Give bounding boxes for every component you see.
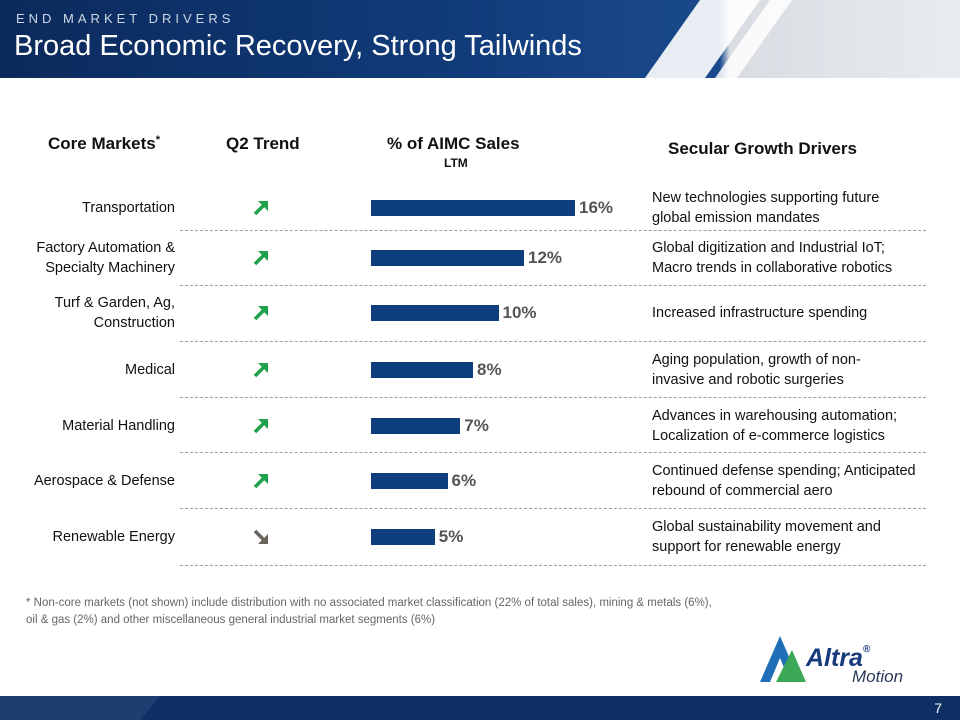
growth-driver: Continued defense spending; Anticipated r… [652, 461, 952, 501]
market-label: Material Handling [5, 416, 175, 436]
sales-pct-label: 7% [464, 416, 489, 435]
market-label-line: Renewable Energy [52, 529, 175, 545]
growth-driver-line: Continued defense spending; Anticipated [652, 463, 916, 479]
growth-driver: Global digitization and Industrial IoT; M… [652, 238, 952, 278]
trend-up-arrow-icon [253, 474, 268, 489]
growth-driver: Global sustainability movement and suppor… [652, 517, 952, 557]
logo-sub: Motion [852, 667, 904, 686]
market-label-line: Construction [93, 315, 175, 331]
market-label: Medical [5, 360, 175, 380]
col-drivers: Secular Growth Drivers [668, 139, 857, 158]
section-kicker: END MARKET DRIVERS [16, 11, 235, 26]
logo-wordmark: Altra® [806, 644, 870, 673]
sales-pct-label: 6% [451, 471, 477, 490]
row-divider [180, 565, 926, 566]
sales-bar [371, 473, 448, 489]
sales-pct-label: 10% [502, 303, 537, 322]
altra-logo-mark [760, 636, 806, 682]
growth-driver-line: Increased infrastructure spending [652, 305, 868, 321]
trend-up-arrow-icon [253, 363, 268, 378]
market-label-line: Transportation [82, 200, 175, 216]
growth-driver-line: Advances in warehousing automation; [652, 408, 898, 424]
row-divider [180, 285, 926, 286]
growth-driver: Advances in warehousing automation; Local… [652, 406, 952, 446]
footnote: * Non-core markets (not shown) include d… [26, 595, 712, 629]
market-label-line: Medical [125, 362, 175, 378]
row-divider [180, 230, 926, 231]
growth-driver-line: New technologies supporting future [652, 190, 880, 206]
col-sales-sub: LTM [444, 156, 468, 170]
logo-name: Altra [806, 644, 863, 672]
growth-driver-line: Global digitization and Industrial IoT; [652, 240, 885, 256]
sales-bar [371, 418, 461, 434]
row-divider [180, 397, 926, 398]
sales-pct-label: 5% [438, 527, 464, 546]
trend-down-arrow-icon [253, 529, 268, 544]
market-label-line: Material Handling [62, 418, 175, 434]
growth-driver: Increased infrastructure spending [652, 303, 952, 323]
market-label-line: Turf & Garden, Ag, [54, 295, 175, 311]
growth-driver-line: invasive and robotic surgeries [652, 372, 844, 388]
growth-driver-line: rebound of commercial aero [652, 483, 833, 499]
trend-up-arrow-icon [253, 251, 268, 266]
col-core-markets-label: Core Markets [48, 134, 156, 153]
sales-bar [371, 305, 499, 321]
sales-pct-label: 12% [528, 248, 563, 267]
market-label-line: Specialty Machinery [45, 260, 175, 276]
market-label-line: Factory Automation & [36, 240, 175, 256]
footnote-line: oil & gas (2%) and other miscellaneous g… [26, 614, 436, 626]
col-sales: % of AIMC Sales [387, 134, 520, 153]
row-divider [180, 452, 926, 453]
footer-bar [0, 696, 960, 720]
growth-driver-line: Localization of e-commerce logistics [652, 428, 885, 444]
trend-up-arrow-icon [253, 419, 268, 434]
market-label: Aerospace & Defense [5, 471, 175, 491]
header-banner: END MARKET DRIVERS Broad Economic Recove… [0, 0, 960, 78]
header-stripes [645, 0, 792, 78]
sales-pct-label: 8% [477, 360, 502, 379]
market-label: Renewable Energy [5, 527, 175, 547]
market-label: Turf & Garden, Ag, Construction [5, 293, 175, 333]
growth-driver-line: global emission mandates [652, 210, 820, 226]
logo-registered: ® [862, 644, 871, 655]
market-label-line: Aerospace & Defense [33, 473, 175, 489]
growth-driver-line: support for renewable energy [652, 539, 841, 555]
col-core-markets-mark: * [155, 134, 160, 146]
col-core-markets: Core Markets* [48, 134, 160, 154]
growth-driver: Aging population, growth of non-invasive… [652, 350, 952, 390]
page-number: 7 [934, 700, 942, 716]
sales-bar [371, 529, 435, 545]
sales-bar [371, 362, 473, 378]
market-label: Factory Automation & Specialty Machinery [5, 238, 175, 278]
market-label: Transportation [5, 198, 175, 218]
growth-driver-line: Macro trends in collaborative robotics [652, 260, 893, 276]
growth-driver-line: Global sustainability movement and [652, 519, 881, 535]
sales-bar [371, 250, 524, 266]
trend-up-arrow-icon [253, 306, 268, 321]
row-divider [180, 508, 926, 509]
growth-driver: New technologies supporting future global… [652, 188, 952, 228]
footnote-line: * Non-core markets (not shown) include d… [26, 597, 712, 609]
row-divider [180, 341, 926, 342]
sales-bar [371, 200, 575, 216]
growth-driver-line: Aging population, growth of non- [652, 352, 861, 368]
col-q2-trend: Q2 Trend [226, 134, 300, 153]
trend-up-arrow-icon [253, 201, 268, 216]
sales-pct-label: 16% [579, 198, 614, 217]
page-title: Broad Economic Recovery, Strong Tailwind… [14, 30, 582, 62]
